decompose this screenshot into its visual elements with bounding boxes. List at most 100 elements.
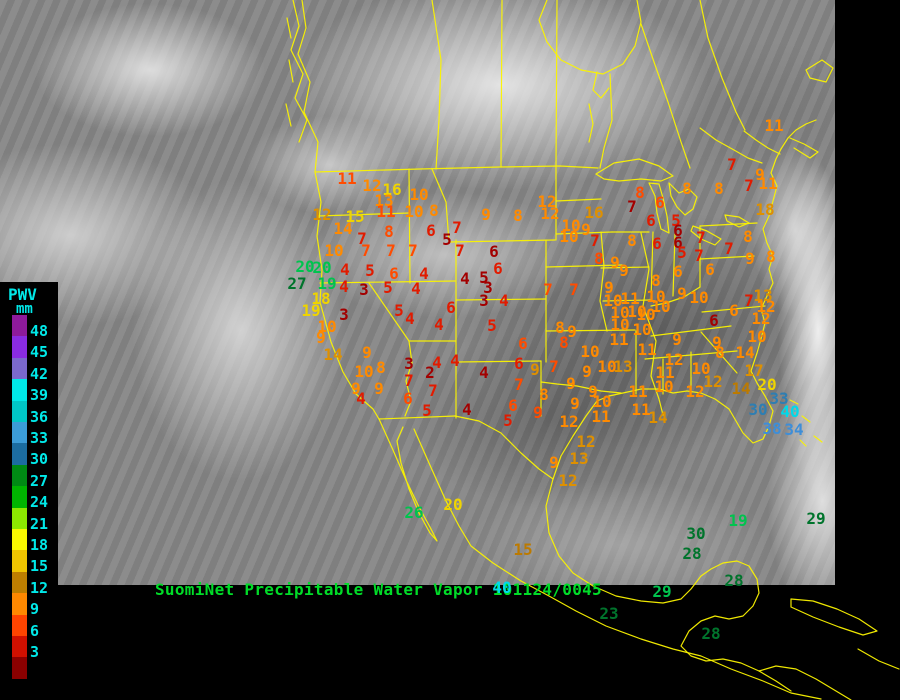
station-pwv-value: 15 bbox=[345, 207, 365, 226]
station-pwv-value: 8 bbox=[651, 271, 661, 290]
station-pwv-value: 7 bbox=[694, 246, 704, 265]
legend-value-label: 45 bbox=[30, 343, 49, 362]
station-pwv-value: 6 bbox=[489, 242, 499, 261]
station-pwv-value: 12 bbox=[685, 382, 705, 401]
station-pwv-value: 3 bbox=[359, 280, 369, 299]
legend-row: 42 bbox=[12, 357, 58, 383]
station-pwv-value: 6 bbox=[518, 334, 528, 353]
station-pwv-value: 4 bbox=[462, 400, 472, 419]
station-pwv-value: 4 bbox=[405, 309, 415, 328]
station-pwv-value: 3 bbox=[479, 291, 489, 310]
station-pwv-value: 9 bbox=[570, 394, 580, 413]
station-pwv-value: 7 bbox=[543, 280, 553, 299]
station-pwv-value: 7 bbox=[696, 228, 706, 247]
station-pwv-value: 30 bbox=[748, 400, 768, 419]
station-pwv-value: 9 bbox=[745, 249, 755, 268]
legend-value-label: 48 bbox=[30, 322, 49, 340]
legend-row: 12 bbox=[12, 571, 58, 597]
station-pwv-value: 17 bbox=[744, 361, 764, 380]
station-pwv-value: 6 bbox=[652, 234, 662, 253]
station-pwv-value: 9 bbox=[619, 261, 629, 280]
station-pwv-value: 4 bbox=[432, 353, 442, 372]
station-pwv-value: 7 bbox=[357, 229, 367, 248]
legend-value-label: 30 bbox=[30, 450, 49, 469]
station-pwv-value: 14 bbox=[323, 345, 343, 364]
station-pwv-value: 26 bbox=[404, 503, 424, 522]
station-pwv-value: 4 bbox=[499, 291, 509, 310]
station-pwv-value: 10 bbox=[651, 297, 671, 316]
station-pwv-value: 9 bbox=[755, 165, 765, 184]
station-pwv-value: 6 bbox=[446, 298, 456, 317]
station-pwv-value: 4 bbox=[419, 264, 429, 283]
station-pwv-value: 40 bbox=[492, 578, 512, 597]
station-pwv-value: 7 bbox=[428, 381, 438, 400]
station-pwv-value: 11 bbox=[628, 382, 648, 401]
station-pwv-value: 10 bbox=[646, 287, 666, 306]
station-pwv-value: 16 bbox=[382, 180, 402, 199]
station-pwv-value: 4 bbox=[479, 363, 489, 382]
legend-swatch bbox=[12, 657, 27, 679]
legend-row: 9 bbox=[12, 593, 58, 618]
station-pwv-value: 7 bbox=[569, 280, 579, 299]
station-pwv-value: 7 bbox=[744, 291, 754, 310]
legend-row: 39 bbox=[12, 379, 58, 404]
station-pwv-value: 10 bbox=[603, 291, 623, 310]
station-pwv-value: 20 bbox=[443, 495, 463, 514]
product-title-text: SuomiNet Precipitable Water Vapor bbox=[155, 580, 483, 599]
station-pwv-value: 9 bbox=[604, 278, 614, 297]
station-pwv-value: 10 bbox=[632, 320, 652, 339]
station-pwv-value: 12 bbox=[756, 297, 776, 316]
legend-value-label: 27 bbox=[30, 471, 49, 490]
station-pwv-value: 4 bbox=[450, 351, 460, 370]
station-pwv-value: 16 bbox=[584, 203, 604, 222]
station-pwv-value: 9 bbox=[610, 253, 620, 272]
station-pwv-value: 8 bbox=[539, 385, 549, 404]
station-pwv-value: 6 bbox=[729, 301, 739, 320]
station-pwv-value: 4 bbox=[434, 315, 444, 334]
station-pwv-value: 6 bbox=[426, 221, 436, 240]
legend-swatch bbox=[12, 636, 27, 658]
station-pwv-value: 11 bbox=[376, 202, 396, 221]
legend-swatch bbox=[12, 550, 27, 572]
legend-swatch bbox=[12, 614, 27, 636]
legend-value-label: 33 bbox=[30, 429, 49, 447]
station-pwv-value: 10 bbox=[559, 227, 579, 246]
station-pwv-value: 7 bbox=[386, 241, 396, 260]
station-pwv-value: 3 bbox=[483, 278, 493, 297]
station-pwv-value: 11 bbox=[620, 289, 640, 308]
station-pwv-value: 7 bbox=[452, 218, 462, 237]
station-pwv-value: 12 bbox=[362, 176, 382, 195]
station-pwv-value: 14 bbox=[648, 408, 668, 427]
station-pwv-value: 3 bbox=[339, 305, 349, 324]
station-pwv-value: 13 bbox=[613, 357, 633, 376]
station-pwv-value: 7 bbox=[455, 241, 465, 260]
legend-row: 18 bbox=[12, 529, 58, 554]
station-pwv-value: 9 bbox=[316, 328, 326, 347]
station-pwv-value: 11 bbox=[655, 363, 675, 382]
legend-value-label: 42 bbox=[30, 364, 49, 383]
station-pwv-value: 5 bbox=[671, 211, 681, 230]
station-pwv-value: 6 bbox=[646, 211, 656, 230]
station-pwv-value: 11 bbox=[609, 330, 629, 349]
station-pwv-value: 9 bbox=[567, 322, 577, 341]
station-pwv-value: 12 bbox=[559, 412, 579, 431]
station-pwv-value: 11 bbox=[758, 174, 778, 193]
legend-value-label: 24 bbox=[30, 493, 49, 512]
station-pwv-value: 8 bbox=[513, 206, 523, 225]
station-pwv-value: 28 bbox=[724, 571, 744, 590]
station-pwv-value: 9 bbox=[481, 205, 491, 224]
station-pwv-value: 10 bbox=[627, 302, 647, 321]
station-pwv-value: 10 bbox=[409, 185, 429, 204]
station-pwv-value: 8 bbox=[766, 247, 776, 266]
station-pwv-value: 38 bbox=[762, 419, 782, 438]
station-pwv-value: 7 bbox=[404, 371, 414, 390]
legend-row: 6 bbox=[12, 614, 58, 640]
station-pwv-value: 12 bbox=[537, 192, 557, 211]
station-pwv-value: 4 bbox=[339, 277, 349, 296]
station-pwv-value: 6 bbox=[389, 264, 399, 283]
pwv-legend: PWV mm 48 45 42 39 36 33 30 27 24 21 18 15 12 9 6 3 bbox=[0, 282, 58, 684]
station-pwv-value: 2 bbox=[425, 363, 435, 382]
legend-swatch bbox=[12, 571, 27, 594]
station-pwv-value: 19 bbox=[301, 301, 321, 320]
